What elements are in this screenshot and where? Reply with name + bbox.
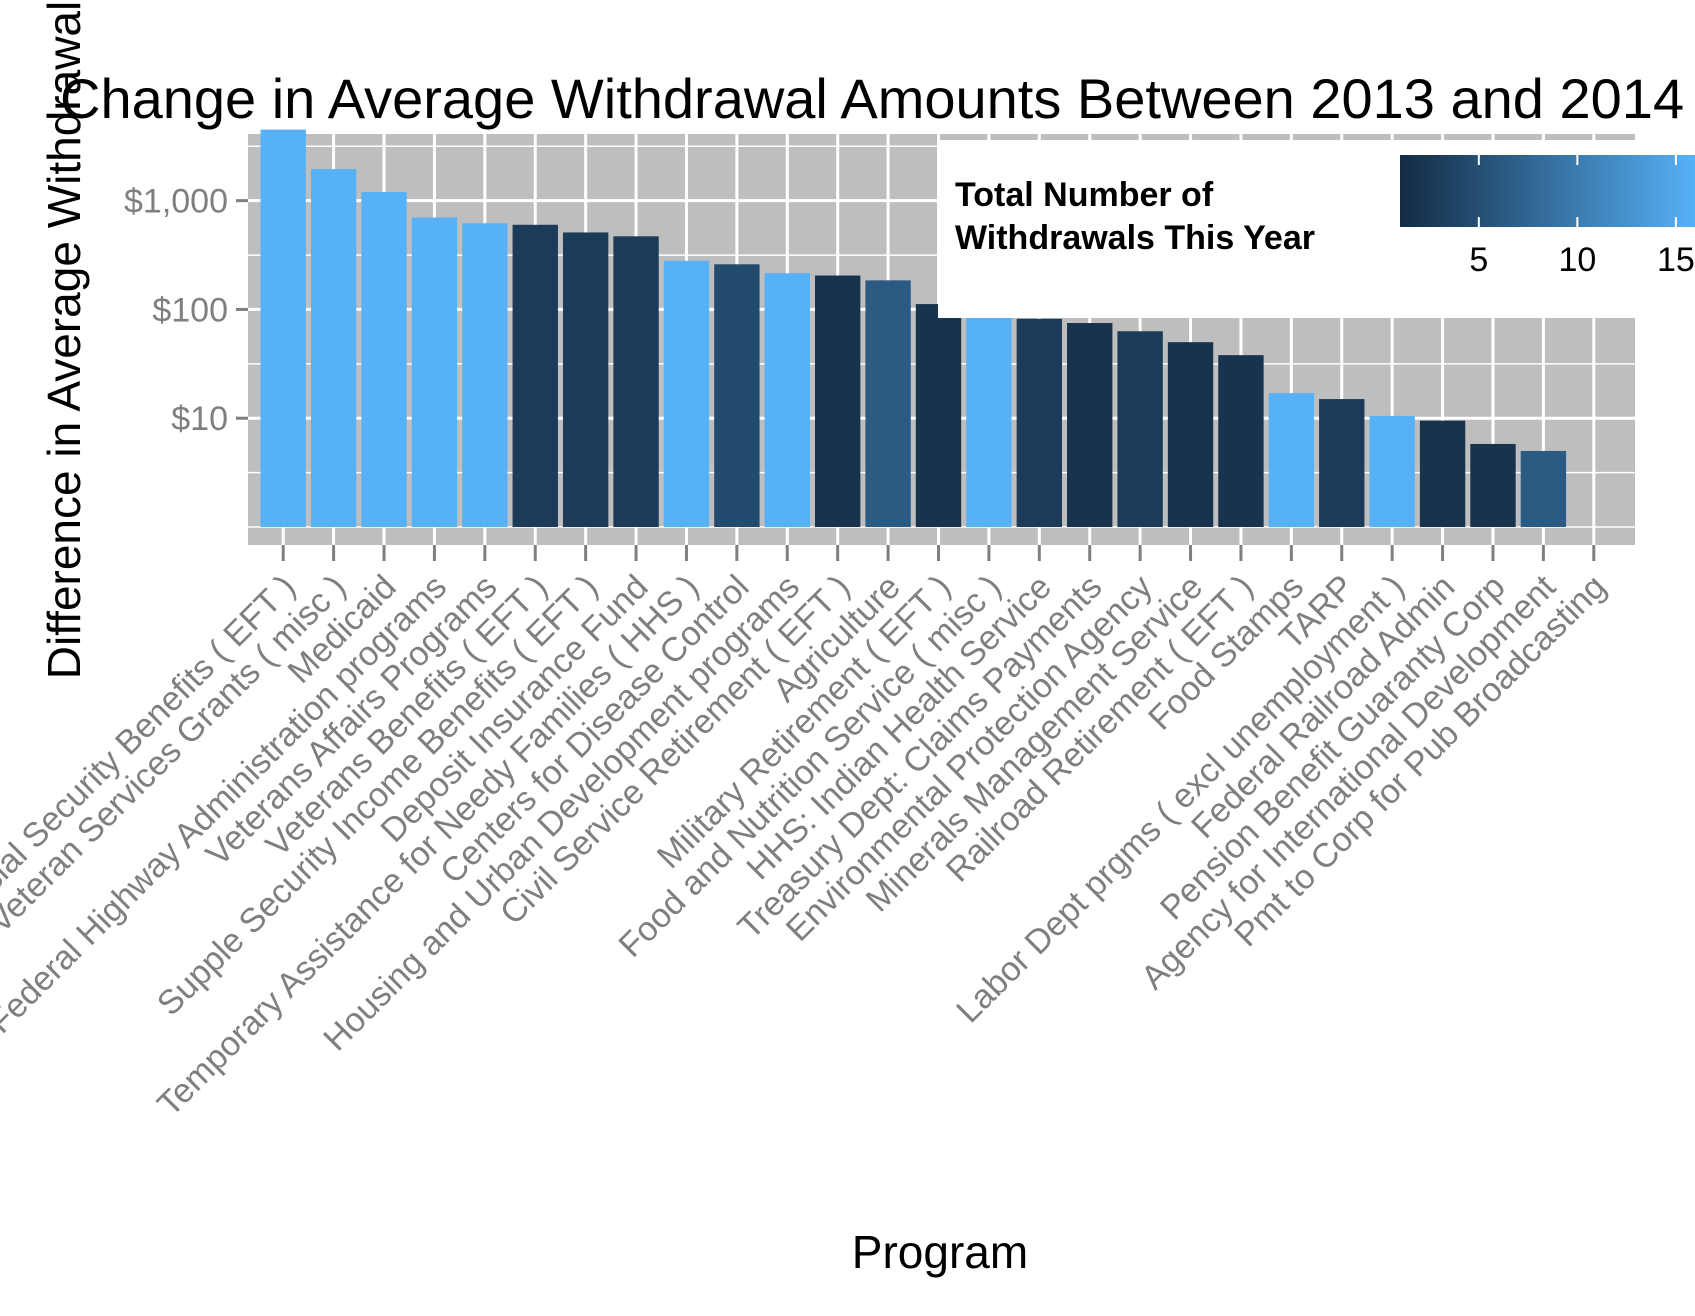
x-axis-title: Program (852, 1226, 1028, 1278)
bar (1419, 420, 1466, 527)
y-axis: $10 $100 $1,000 (124, 183, 248, 438)
bar (310, 169, 357, 527)
bar (1117, 331, 1163, 527)
bar (1067, 323, 1113, 527)
bar (1520, 450, 1567, 527)
bar (1016, 318, 1062, 527)
bar (966, 311, 1012, 527)
bar (260, 129, 306, 528)
legend-tick-label: 5 (1469, 241, 1488, 279)
bar (1167, 342, 1214, 527)
bar (562, 232, 609, 527)
bar (1268, 393, 1315, 527)
chart-title: Change in Average Withdrawal Amounts Bet… (60, 67, 1684, 130)
legend-colorbar (1400, 155, 1695, 227)
y-axis-title: Difference in Average Withdrawal (38, 1, 90, 679)
bar (1470, 443, 1516, 527)
y-tick-label: $10 (171, 400, 228, 438)
y-tick-label: $1,000 (124, 183, 228, 221)
bar (815, 275, 861, 527)
legend: Total Number of Withdrawals This Year 5 1… (938, 140, 1695, 318)
bar (663, 260, 710, 527)
legend-title-line-2: Withdrawals This Year (955, 219, 1315, 257)
bar (1218, 355, 1264, 527)
legend-tick-label: 15 (1657, 241, 1695, 279)
bar (865, 280, 911, 527)
bar (462, 223, 508, 527)
y-tick-label: $100 (152, 291, 228, 329)
bar (714, 264, 760, 527)
bar (1319, 399, 1365, 527)
legend-ticks: 5 10 15 (1469, 155, 1695, 279)
x-axis: Social Security Benefits ( EFT )Veteran … (0, 545, 1613, 1124)
bar (613, 236, 659, 528)
bar (764, 273, 810, 527)
bar (915, 304, 962, 527)
bar (512, 224, 558, 527)
bar (1369, 415, 1415, 527)
bar (411, 217, 458, 527)
legend-title-line-1: Total Number of (955, 176, 1214, 214)
legend-tick-label: 10 (1558, 241, 1596, 279)
bar (361, 192, 407, 527)
bars (260, 129, 1567, 528)
